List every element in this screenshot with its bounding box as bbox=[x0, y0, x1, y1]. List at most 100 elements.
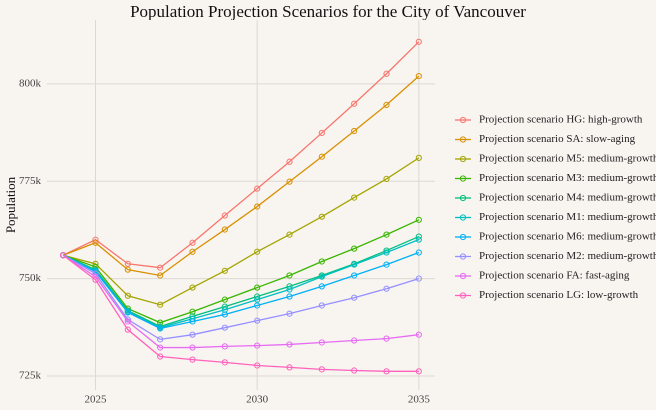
data-point bbox=[286, 272, 293, 279]
data-point bbox=[221, 296, 228, 303]
series-line bbox=[62, 75, 420, 277]
data-point bbox=[383, 249, 390, 256]
data-point bbox=[318, 129, 325, 137]
series-line bbox=[62, 254, 419, 372]
legend-swatch bbox=[459, 292, 467, 299]
legend-label: Projection scenario M6: medium-growth bbox=[479, 231, 656, 243]
data-point bbox=[60, 252, 67, 259]
data-point bbox=[254, 302, 261, 309]
series-line bbox=[62, 254, 419, 349]
data-point bbox=[415, 249, 422, 256]
series-line bbox=[62, 251, 420, 330]
data-point bbox=[383, 175, 390, 183]
data-point bbox=[157, 336, 164, 343]
data-point bbox=[415, 275, 422, 282]
legend-swatch bbox=[459, 136, 467, 143]
data-point bbox=[383, 231, 390, 238]
y-axis-label: Population bbox=[3, 176, 18, 233]
legend-label: Projection scenario LG: low-growth bbox=[479, 289, 639, 301]
data-point bbox=[254, 342, 261, 349]
data-point bbox=[318, 153, 325, 160]
data-point bbox=[286, 158, 293, 165]
data-point bbox=[286, 178, 293, 185]
data-point bbox=[383, 70, 390, 77]
legend-swatch bbox=[459, 253, 467, 260]
data-point bbox=[157, 325, 164, 332]
data-point bbox=[254, 317, 261, 324]
data-point bbox=[351, 294, 358, 301]
data-point bbox=[351, 261, 358, 268]
data-point bbox=[286, 231, 293, 238]
data-point bbox=[124, 260, 131, 267]
data-point bbox=[157, 344, 164, 351]
data-point bbox=[351, 367, 358, 374]
data-point bbox=[221, 226, 228, 233]
data-point bbox=[157, 301, 164, 308]
data-point bbox=[415, 216, 422, 223]
data-point bbox=[221, 324, 228, 331]
data-point bbox=[92, 276, 99, 283]
legend-label: Projection scenario HG: high-growth bbox=[479, 114, 643, 126]
data-point bbox=[189, 331, 196, 338]
data-point bbox=[383, 261, 390, 268]
data-point bbox=[189, 344, 196, 351]
legend-swatch bbox=[459, 175, 467, 182]
legend-label: Projection scenario M2: medium-growth bbox=[479, 250, 656, 262]
data-point bbox=[124, 326, 131, 333]
data-point bbox=[254, 203, 261, 210]
data-point bbox=[221, 343, 228, 350]
data-point bbox=[157, 272, 164, 279]
data-point bbox=[124, 266, 131, 273]
data-point bbox=[351, 272, 358, 279]
data-point bbox=[189, 356, 196, 363]
legend-swatch bbox=[459, 272, 467, 280]
x-tick-label: 2025 bbox=[85, 394, 108, 406]
data-point bbox=[318, 258, 325, 265]
data-point bbox=[351, 100, 358, 107]
data-point bbox=[415, 38, 422, 45]
legend-swatch bbox=[459, 214, 467, 221]
data-point bbox=[92, 239, 99, 246]
legend-label: Projection scenario SA: slow-aging bbox=[479, 133, 636, 145]
series-line bbox=[62, 235, 420, 328]
legend-label: Projection scenario M1: medium-growth bbox=[479, 211, 656, 223]
series-line bbox=[63, 157, 420, 306]
data-point bbox=[157, 264, 164, 271]
data-point bbox=[318, 273, 325, 280]
data-point bbox=[254, 284, 261, 291]
legend-label: Projection scenario M3: medium-growth bbox=[479, 172, 656, 184]
y-tick-label: 775k bbox=[19, 175, 42, 187]
plot-background bbox=[47, 20, 435, 390]
data-point bbox=[286, 293, 293, 300]
data-point bbox=[351, 337, 358, 344]
data-point bbox=[157, 353, 164, 360]
data-point bbox=[351, 194, 358, 201]
data-point bbox=[318, 213, 325, 220]
data-point bbox=[286, 310, 293, 317]
series-line bbox=[62, 41, 420, 269]
y-tick-label: 800k bbox=[19, 77, 42, 89]
data-point bbox=[124, 292, 131, 299]
data-point bbox=[383, 368, 390, 375]
data-point bbox=[351, 245, 358, 252]
data-point bbox=[221, 359, 228, 366]
chart-title: Population Projection Scenarios for the … bbox=[130, 2, 526, 21]
legend-label: Projection scenario M4: medium-growth bbox=[479, 192, 656, 204]
data-point bbox=[383, 101, 390, 109]
data-point bbox=[254, 296, 261, 303]
legend-swatch bbox=[459, 116, 467, 124]
x-tick-label: 2035 bbox=[408, 394, 431, 406]
data-point bbox=[124, 309, 131, 316]
legend-swatch bbox=[459, 233, 467, 241]
data-point bbox=[189, 308, 196, 315]
y-tick-label: 725k bbox=[19, 370, 42, 382]
legend-swatch bbox=[459, 194, 467, 202]
data-point bbox=[286, 364, 293, 371]
data-point bbox=[189, 248, 196, 255]
legend-label: Projection scenario FA: fast-aging bbox=[479, 270, 630, 282]
series-line bbox=[62, 219, 420, 324]
series-line bbox=[62, 254, 420, 341]
data-point bbox=[351, 127, 358, 135]
data-point bbox=[221, 212, 228, 219]
